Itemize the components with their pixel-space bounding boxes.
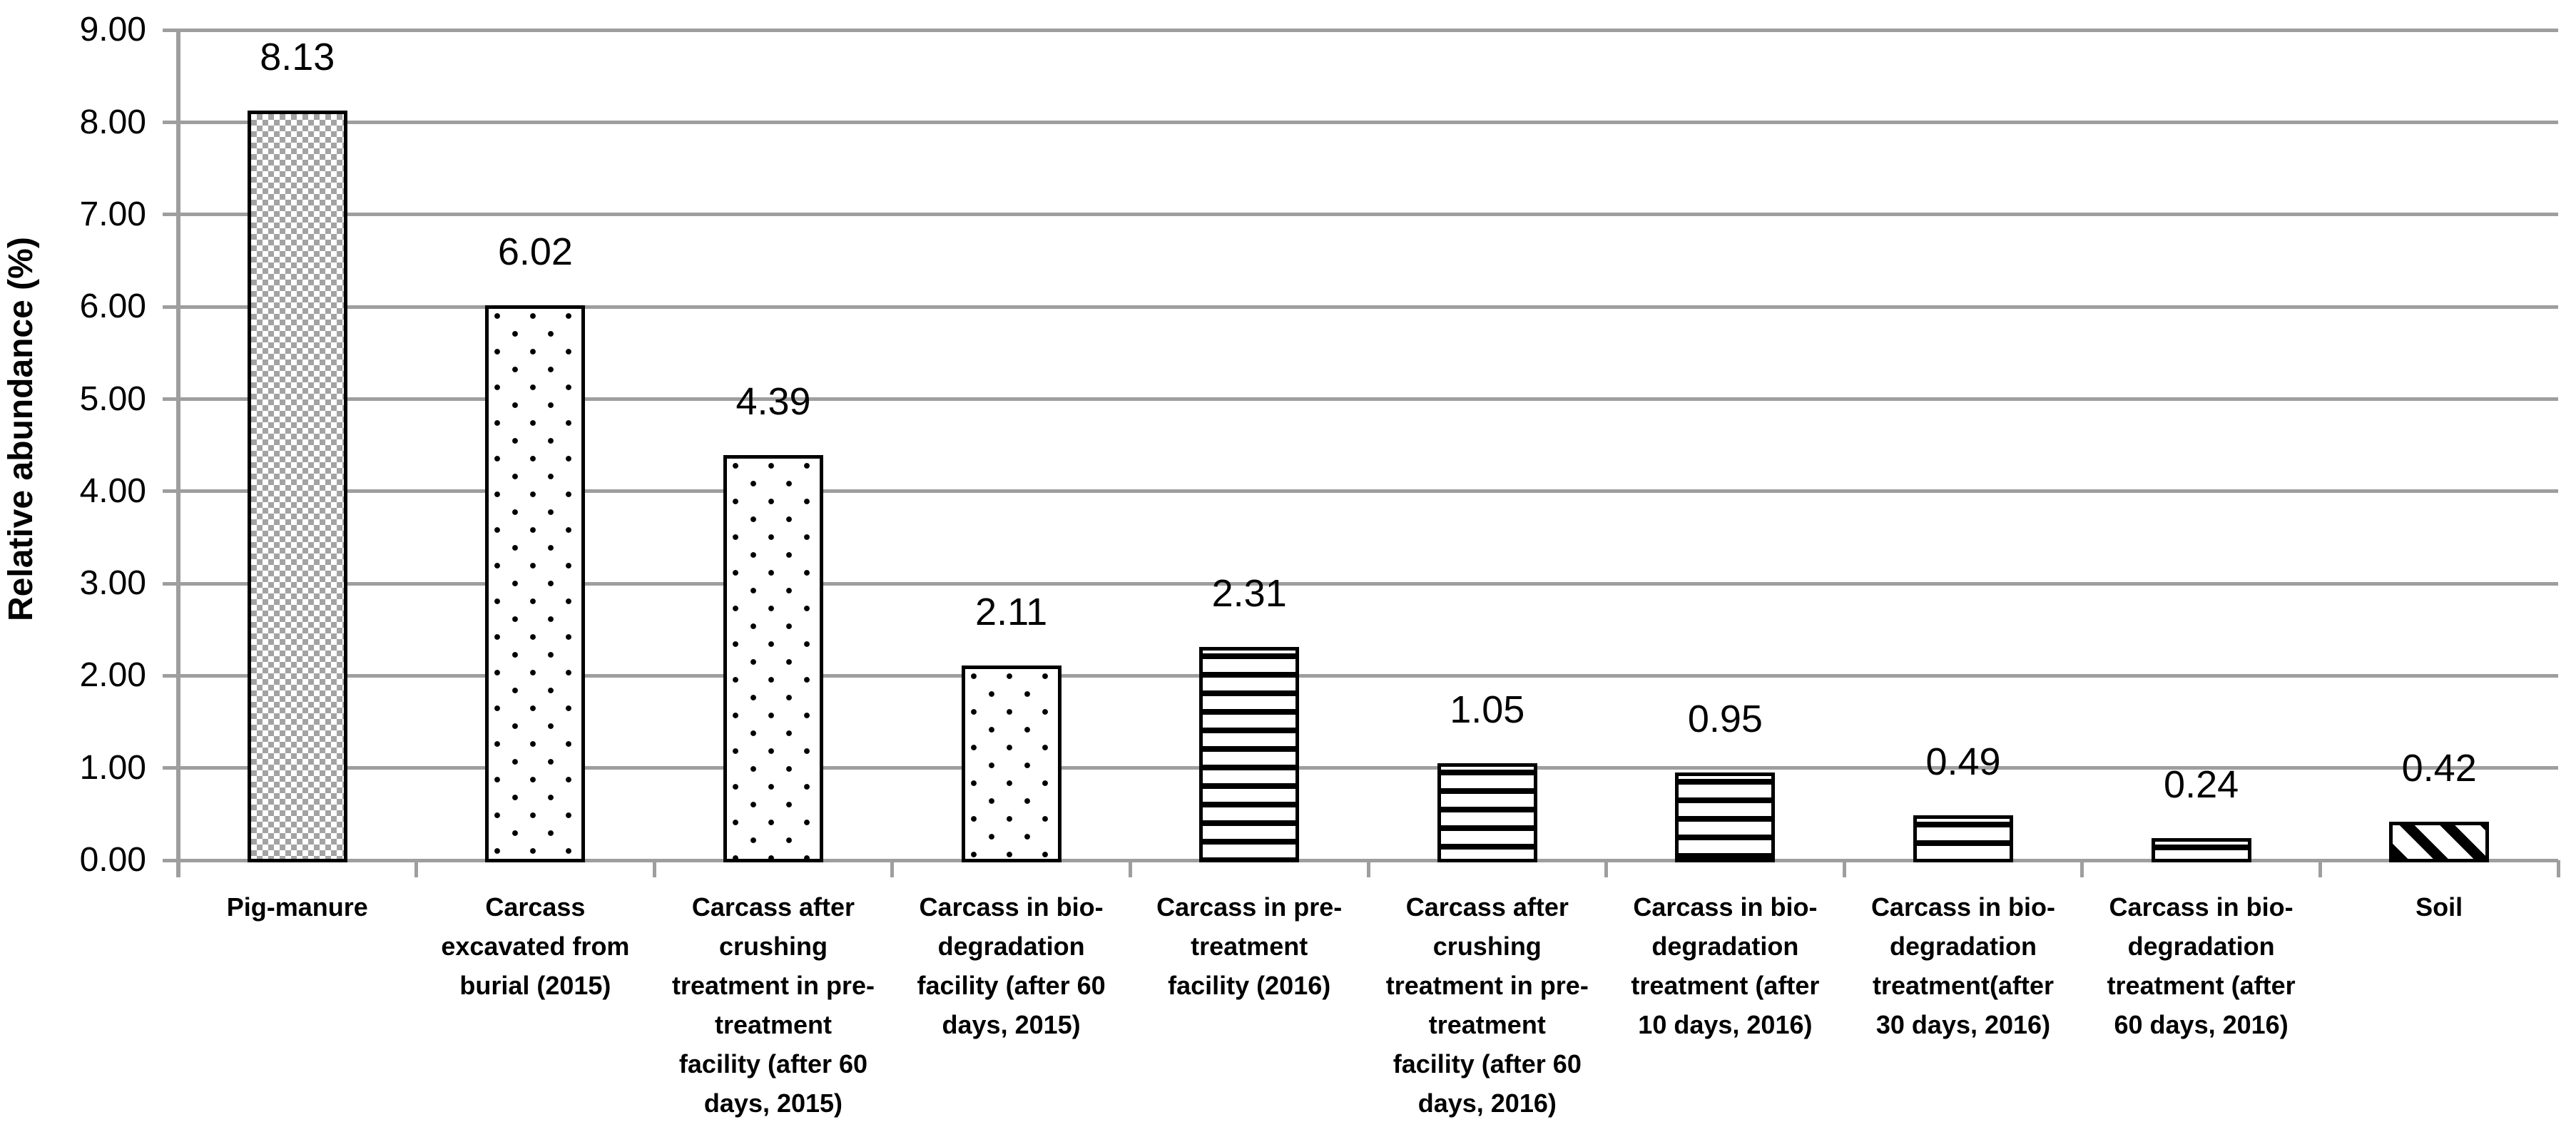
category-label: Carcass in bio- degradation treatment (a… (2107, 892, 2296, 1039)
value-label: 8.13 (260, 35, 335, 78)
gridline (178, 213, 2558, 217)
bar (961, 666, 1062, 862)
category-label: Carcass in pre- treatment facility (2016… (1156, 892, 1343, 1000)
y-axis-tick-label: 7.00 (79, 195, 146, 233)
gridline (178, 121, 2558, 125)
category-label: Soil (2415, 892, 2463, 922)
y-axis-tick-label: 1.00 (79, 748, 146, 787)
x-axis-tick (2318, 860, 2322, 877)
bar (1199, 647, 1300, 862)
y-axis-tick (163, 213, 178, 217)
y-axis-tick-label: 5.00 (79, 379, 146, 418)
gridline (178, 581, 2558, 586)
x-axis-tick (890, 860, 895, 877)
y-axis-tick (163, 766, 178, 770)
gridline (178, 673, 2558, 678)
gridline (178, 28, 2558, 32)
bar (1675, 772, 1776, 862)
bar (485, 305, 586, 862)
value-label: 0.95 (1687, 698, 1763, 741)
y-axis-tick (163, 28, 178, 32)
y-axis-tick (163, 581, 178, 586)
x-axis-tick (2080, 860, 2084, 877)
gridline (178, 489, 2558, 494)
category-label: Carcass excavated from burial (2015) (441, 892, 630, 1000)
bar (1913, 815, 2013, 862)
y-axis-tick (163, 397, 178, 401)
x-axis-tick (414, 860, 419, 877)
y-axis-tick-label: 9.00 (79, 11, 146, 49)
y-axis-tick (163, 858, 178, 862)
category-label: Carcass after crushing treatment in pre-… (671, 892, 875, 1118)
value-label: 1.05 (1450, 688, 1525, 732)
y-axis-tick-label: 6.00 (79, 287, 146, 326)
y-axis-tick (163, 305, 178, 309)
value-label: 0.49 (1925, 740, 2001, 783)
category-label: Carcass in bio- degradation facility (af… (917, 892, 1106, 1039)
bar (2389, 821, 2490, 862)
category-label: Carcass after crushing treatment in pre-… (1385, 892, 1589, 1118)
value-label: 4.39 (735, 380, 811, 424)
y-axis-tick-label: 3.00 (79, 564, 146, 603)
value-label: 0.42 (2401, 746, 2477, 790)
value-label: 0.24 (2164, 763, 2239, 806)
y-axis-tick-label: 8.00 (79, 103, 146, 141)
value-label: 2.11 (975, 591, 1048, 634)
y-axis-tick (163, 673, 178, 678)
x-axis-tick (1128, 860, 1132, 877)
x-axis-tick (2556, 860, 2560, 877)
category-label: Carcass in bio- degradation treatment (a… (1631, 892, 1820, 1039)
gridline (178, 397, 2558, 401)
y-axis-tick-label: 2.00 (79, 656, 146, 695)
bar (1437, 763, 1537, 862)
value-label: 6.02 (497, 230, 573, 273)
x-axis-tick (1842, 860, 1846, 877)
y-axis-tick (163, 121, 178, 125)
x-axis-tick (1366, 860, 1370, 877)
y-axis-tick-label: 4.00 (79, 471, 146, 510)
bar (2151, 838, 2251, 862)
y-axis-tick (163, 489, 178, 494)
bar (723, 455, 823, 862)
value-label: 2.31 (1211, 572, 1287, 616)
gridline (178, 766, 2558, 770)
gridline (178, 305, 2558, 309)
bar (247, 110, 347, 862)
y-axis-line (176, 30, 180, 877)
x-axis-tick (652, 860, 656, 877)
category-label: Pig-manure (226, 892, 368, 922)
y-axis-tick-label: 0.00 (79, 841, 146, 879)
x-axis-tick (1604, 860, 1609, 877)
category-label: Carcass in bio- degradation treatment(af… (1870, 892, 2056, 1039)
